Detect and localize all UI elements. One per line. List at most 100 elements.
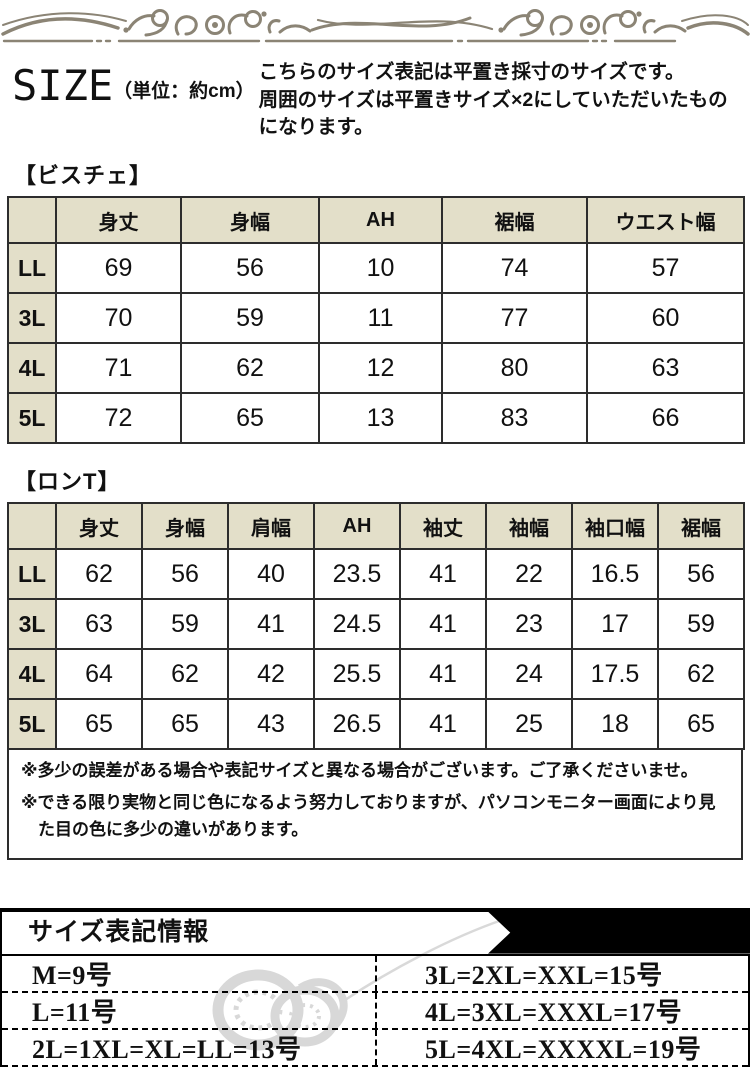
size-value-cell: 57 bbox=[586, 242, 745, 295]
column-header: ウエスト幅 bbox=[586, 196, 745, 245]
bustier-size-table: 身丈 身幅 AH 裾幅 ウエスト幅 LL 69 56 10 74 57 3L 7… bbox=[7, 196, 745, 445]
size-value-cell: 25.5 bbox=[313, 648, 401, 701]
note-line: ※できる限り実物と同じ色になるよう努力しておりますが、パソコンモニター画面により… bbox=[21, 792, 716, 840]
size-value-cell: 22 bbox=[485, 548, 573, 601]
size-chart-page: SIZE （単位：約cm） こちらのサイズ表記は平置き採寸のサイズです。 周囲の… bbox=[0, 3, 750, 1067]
corner-cell bbox=[7, 502, 57, 551]
size-row-label: 5L bbox=[7, 392, 57, 445]
size-row-label: 5L bbox=[7, 698, 57, 751]
size-info-title: サイズ表記情報 bbox=[28, 918, 210, 946]
size-value-cell: 64 bbox=[55, 648, 143, 701]
size-value-cell: 83 bbox=[441, 392, 588, 445]
unit-label: （単位：約cm） bbox=[113, 80, 255, 102]
size-row-label: 3L bbox=[7, 292, 57, 345]
size-row-label: LL bbox=[7, 242, 57, 295]
size-value-cell: 62 bbox=[180, 342, 320, 395]
size-conversion-item: 4L=3XL=XXXL=17号 bbox=[375, 992, 748, 1028]
size-value-cell: 59 bbox=[141, 598, 229, 651]
size-row-label: LL bbox=[7, 548, 57, 601]
size-value-cell: 41 bbox=[399, 548, 487, 601]
size-conversion-row: M=9号 3L=2XL=XXL=15号 bbox=[2, 955, 748, 993]
size-value-cell: 16.5 bbox=[571, 548, 659, 601]
size-value-cell: 43 bbox=[227, 698, 315, 751]
size-header: SIZE （単位：約cm） こちらのサイズ表記は平置き採寸のサイズです。 周囲の… bbox=[0, 49, 750, 142]
table-row: LL 62 56 40 23.5 41 22 16.5 56 bbox=[7, 548, 745, 601]
size-value-cell: 41 bbox=[399, 698, 487, 751]
size-value-cell: 42 bbox=[227, 648, 315, 701]
column-header: 袖丈 bbox=[399, 502, 487, 551]
size-value-cell: 63 bbox=[55, 598, 143, 651]
bustier-section-title: 【ビスチェ】 bbox=[14, 163, 153, 189]
bustier-header-row: 身丈 身幅 AH 裾幅 ウエスト幅 bbox=[7, 196, 745, 245]
size-value-cell: 24.5 bbox=[313, 598, 401, 651]
size-value-cell: 40 bbox=[227, 548, 315, 601]
size-value-cell: 74 bbox=[441, 242, 588, 295]
size-value-cell: 56 bbox=[657, 548, 745, 601]
column-header: 肩幅 bbox=[227, 502, 315, 551]
size-value-cell: 41 bbox=[399, 648, 487, 701]
size-value-cell: 77 bbox=[441, 292, 588, 345]
size-value-cell: 26.5 bbox=[313, 698, 401, 751]
size-value-cell: 60 bbox=[586, 292, 745, 345]
size-conversion-item: 3L=2XL=XXL=15号 bbox=[375, 955, 748, 991]
size-value-cell: 11 bbox=[318, 292, 443, 345]
size-value-cell: 59 bbox=[657, 598, 745, 651]
size-value-cell: 56 bbox=[141, 548, 229, 601]
column-header: 裾幅 bbox=[657, 502, 745, 551]
note-line: ※多少の誤差がある場合や表記サイズと異なる場合がございます。ご了承くださいませ。 bbox=[21, 761, 698, 781]
size-description: こちらのサイズ表記は平置き採寸のサイズです。 周囲のサイズは平置きサイズ×2にし… bbox=[259, 59, 744, 142]
size-conversion-row: 2L=1XL=XL=LL=13号 5L=4XL=XXXXL=19号 bbox=[2, 1029, 748, 1067]
scrollwork-ornament-icon bbox=[1, 9, 750, 43]
size-value-cell: 56 bbox=[180, 242, 320, 295]
size-value-cell: 71 bbox=[55, 342, 182, 395]
column-header: 身幅 bbox=[141, 502, 229, 551]
size-value-cell: 66 bbox=[586, 392, 745, 445]
size-info-banner: サイズ表記情報 bbox=[0, 907, 750, 956]
column-header: 袖幅 bbox=[485, 502, 573, 551]
size-label: SIZE bbox=[12, 61, 114, 110]
size-value-cell: 65 bbox=[657, 698, 745, 751]
column-header: 身丈 bbox=[55, 502, 143, 551]
long-tee-section-title: 【ロンT】 bbox=[14, 469, 121, 495]
table-row: 3L 63 59 41 24.5 41 23 17 59 bbox=[7, 598, 745, 651]
size-value-cell: 10 bbox=[318, 242, 443, 295]
size-row-label: 3L bbox=[7, 598, 57, 651]
size-heading: SIZE （単位：約cm） bbox=[12, 61, 255, 110]
size-notation-section: サイズ表記情報 M=9号 3L=2XL=XXL=15号 L=11号 4L=3XL… bbox=[0, 907, 750, 1067]
corner-cell bbox=[7, 196, 57, 245]
size-value-cell: 62 bbox=[657, 648, 745, 701]
table-row: 5L 65 65 43 26.5 41 25 18 65 bbox=[7, 698, 745, 751]
size-value-cell: 17 bbox=[571, 598, 659, 651]
size-conversion-item: 2L=1XL=XL=LL=13号 bbox=[32, 1034, 302, 1064]
size-value-cell: 23.5 bbox=[313, 548, 401, 601]
size-value-cell: 62 bbox=[141, 648, 229, 701]
long-tee-size-table: 身丈 身幅 肩幅 AH 袖丈 袖幅 袖口幅 裾幅 LL 62 56 40 23.… bbox=[7, 502, 745, 751]
table-row: 5L 72 65 13 83 66 bbox=[7, 392, 745, 445]
size-value-cell: 59 bbox=[180, 292, 320, 345]
size-value-cell: 65 bbox=[180, 392, 320, 445]
size-value-cell: 18 bbox=[571, 698, 659, 751]
size-description-line2: 周囲のサイズは平置きサイズ×2にしていただいたものになります。 bbox=[258, 88, 728, 139]
banner-arrow-icon bbox=[488, 911, 750, 954]
size-conversion-row: L=11号 4L=3XL=XXXL=17号 bbox=[2, 992, 748, 1030]
size-conversion-list: M=9号 3L=2XL=XXL=15号 L=11号 4L=3XL=XXXL=17… bbox=[0, 955, 750, 1067]
size-value-cell: 69 bbox=[55, 242, 182, 295]
column-header: 袖口幅 bbox=[571, 502, 659, 551]
size-description-line1: こちらのサイズ表記は平置き採寸のサイズです。 bbox=[258, 61, 685, 83]
size-conversion-item: 5L=4XL=XXXXL=19号 bbox=[375, 1029, 748, 1065]
size-value-cell: 80 bbox=[441, 342, 588, 395]
size-value-cell: 41 bbox=[399, 598, 487, 651]
size-row-label: 4L bbox=[7, 648, 57, 701]
size-value-cell: 24 bbox=[485, 648, 573, 701]
size-value-cell: 13 bbox=[318, 392, 443, 445]
size-value-cell: 65 bbox=[141, 698, 229, 751]
size-value-cell: 70 bbox=[55, 292, 182, 345]
size-value-cell: 72 bbox=[55, 392, 182, 445]
size-value-cell: 12 bbox=[318, 342, 443, 395]
column-header: 裾幅 bbox=[441, 196, 588, 245]
table-row: 3L 70 59 11 77 60 bbox=[7, 292, 745, 345]
column-header: 身幅 bbox=[180, 196, 320, 245]
size-value-cell: 17.5 bbox=[571, 648, 659, 701]
column-header: 身丈 bbox=[55, 196, 182, 245]
size-conversion-item: L=11号 bbox=[32, 997, 118, 1027]
